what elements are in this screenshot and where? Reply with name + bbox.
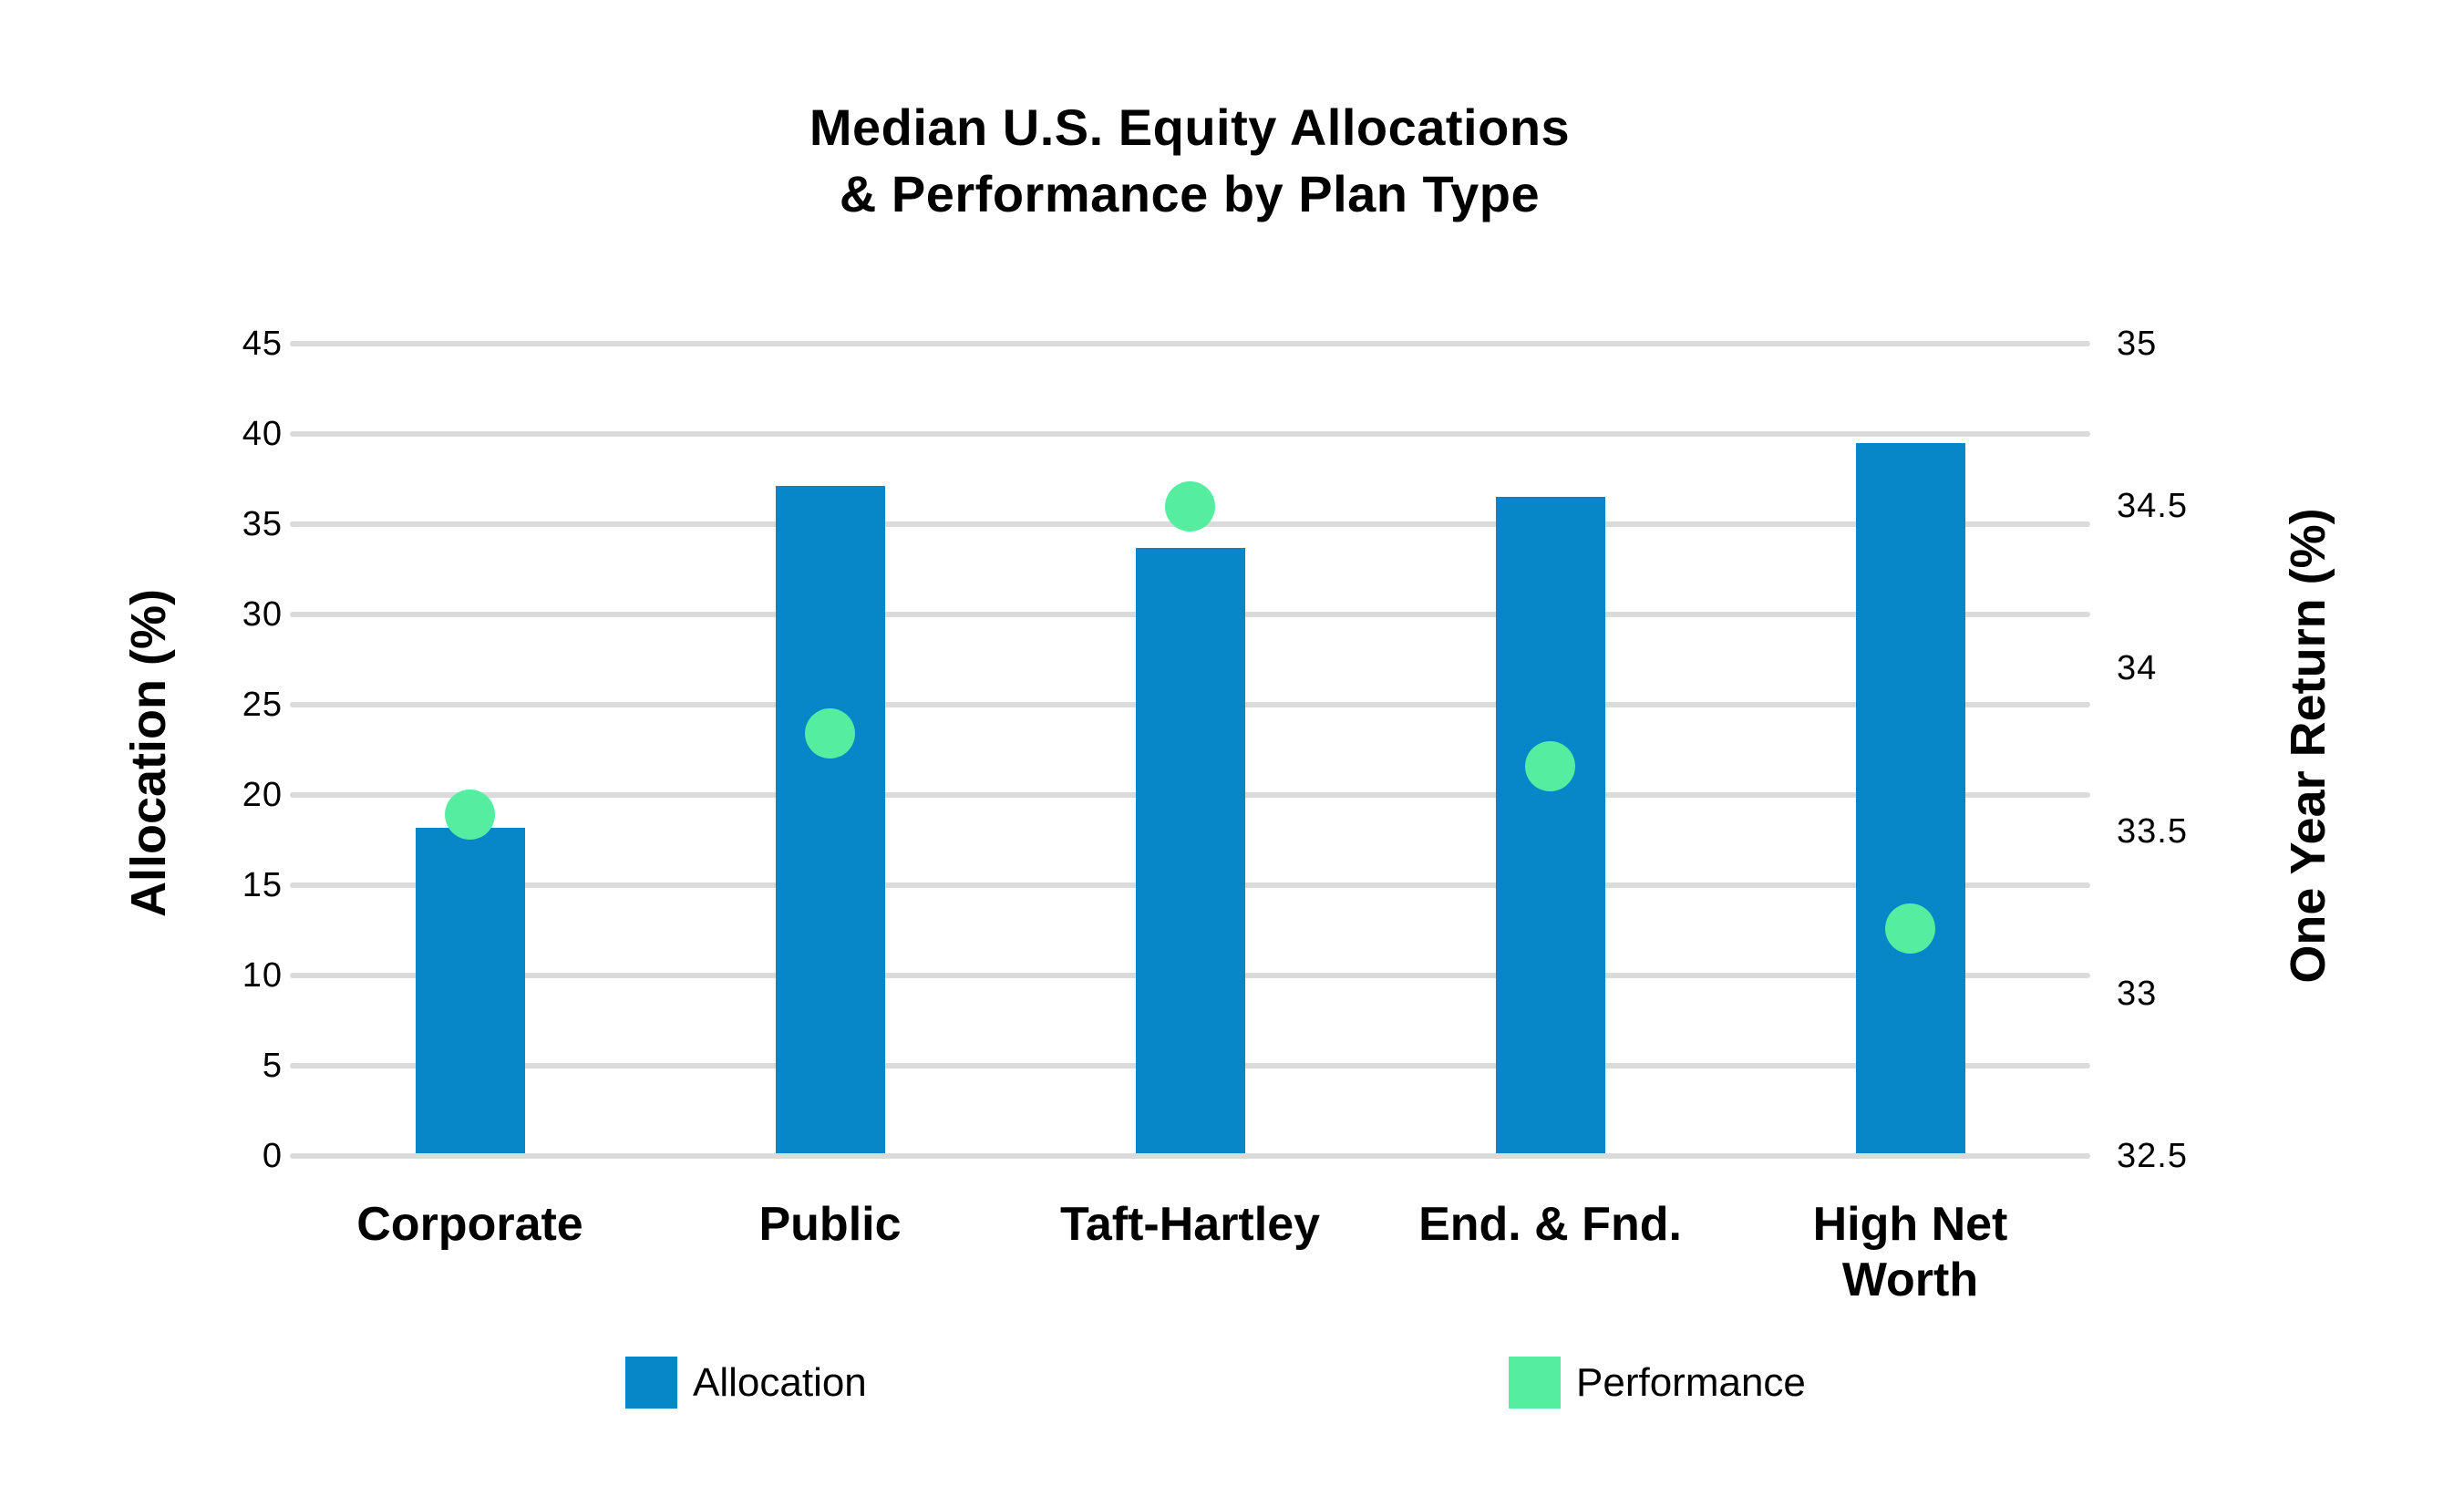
category-label-line: High Net: [1812, 1198, 2008, 1251]
left-tick-0: 0: [262, 1137, 283, 1175]
right-tick-33.5: 33.5: [2117, 811, 2188, 851]
left-tick-35: 35: [242, 505, 283, 543]
right-tick-34: 34: [2117, 649, 2158, 688]
left-tick-45: 45: [242, 325, 283, 363]
performance-legend-swatch: [1509, 1357, 1561, 1409]
allocation-bar-1: [775, 486, 885, 1156]
gridline-0: [290, 1153, 2090, 1159]
category-label-3: End. & Fnd.: [1350, 1197, 1751, 1253]
allocation-bar-0: [415, 827, 525, 1156]
allocation-legend-swatch: [625, 1357, 677, 1409]
right-tick-32.5: 32.5: [2117, 1137, 2188, 1175]
performance-dot-0: [445, 790, 495, 841]
allocation-legend-label: Allocation: [693, 1359, 867, 1405]
category-label-line: End. & Fnd.: [1418, 1198, 1682, 1251]
right-tick-35: 35: [2117, 325, 2158, 363]
chart-title: Median U.S. Equity Allocations & Perform…: [809, 95, 1570, 228]
left-tick-20: 20: [242, 776, 283, 814]
category-label-line: Worth: [1841, 1253, 1979, 1306]
category-label-0: Corporate: [270, 1197, 671, 1253]
left-tick-5: 5: [262, 1047, 283, 1085]
chart-title-line-1: Median U.S. Equity Allocations: [809, 98, 1571, 156]
performance-dot-1: [805, 708, 855, 759]
category-label-line: Taft-Hartley: [1059, 1198, 1321, 1251]
left-tick-10: 10: [242, 956, 283, 995]
category-label-line: Public: [758, 1198, 902, 1251]
left-tick-25: 25: [242, 686, 283, 724]
chart-title-line-2: & Performance by Plan Type: [839, 164, 1541, 222]
performance-dot-4: [1885, 903, 1935, 955]
right-axis-title: One Year Return (%): [2281, 508, 2335, 984]
left-tick-30: 30: [242, 595, 283, 634]
allocation-bar-4: [1855, 442, 1965, 1156]
legend-item-performance: Performance: [1509, 1357, 1806, 1409]
allocation-bar-3: [1495, 497, 1605, 1156]
legend-item-allocation: Allocation: [625, 1357, 867, 1409]
performance-dot-3: [1525, 740, 1575, 791]
left-tick-40: 40: [242, 415, 283, 453]
gridline-45: [290, 341, 2090, 346]
category-label-2: Taft-Hartley: [990, 1197, 1391, 1253]
category-label-4: High Net Worth: [1710, 1197, 2111, 1308]
allocation-bar-2: [1135, 547, 1245, 1156]
category-label-line: Corporate: [356, 1198, 583, 1251]
right-tick-34.5: 34.5: [2117, 487, 2188, 526]
right-tick-33: 33: [2117, 974, 2158, 1013]
gridline-40: [290, 431, 2090, 437]
left-tick-15: 15: [242, 866, 283, 904]
category-label-1: Public: [630, 1197, 1031, 1253]
performance-legend-label: Performance: [1576, 1359, 1806, 1405]
performance-dot-2: [1165, 480, 1215, 532]
